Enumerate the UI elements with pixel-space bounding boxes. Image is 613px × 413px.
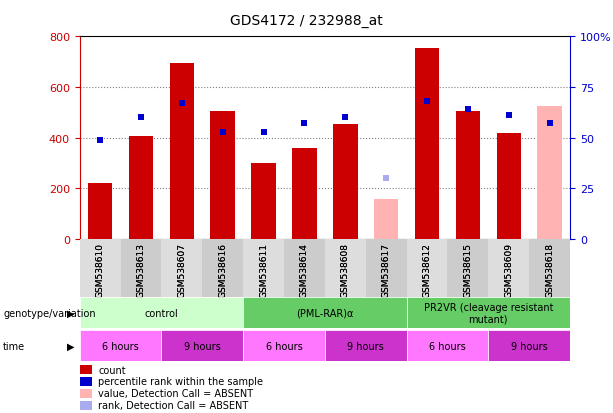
Text: GSM538607: GSM538607 [177, 242, 186, 297]
Text: 9 hours: 9 hours [184, 341, 221, 351]
Bar [243, 297, 406, 328]
Text: rank, Detection Call = ABSENT: rank, Detection Call = ABSENT [98, 400, 249, 410]
Bar [170, 64, 194, 240]
Text: (PML-RAR)α: (PML-RAR)α [296, 308, 354, 318]
Bar [415, 49, 440, 240]
Bar [202, 240, 243, 297]
Text: GDS4172 / 232988_at: GDS4172 / 232988_at [230, 14, 383, 28]
Bar [161, 330, 243, 361]
Text: 9 hours: 9 hours [511, 341, 547, 351]
Bar [333, 124, 357, 240]
Bar [243, 330, 325, 361]
Text: time: time [3, 341, 25, 351]
Bar [366, 240, 406, 297]
Text: GSM538618: GSM538618 [545, 242, 554, 297]
Bar [406, 240, 447, 297]
Bar [80, 401, 92, 410]
Text: GSM538613: GSM538613 [137, 242, 145, 297]
Bar [284, 240, 325, 297]
Bar [529, 240, 570, 297]
Bar [80, 389, 92, 398]
Text: GSM538610: GSM538610 [96, 242, 105, 297]
Text: GSM538614: GSM538614 [300, 242, 309, 297]
Bar [406, 297, 570, 328]
Bar [251, 164, 276, 240]
Bar [447, 240, 489, 297]
Bar [489, 240, 529, 297]
Bar [80, 366, 92, 374]
Text: 6 hours: 6 hours [102, 341, 139, 351]
Text: ▶: ▶ [67, 308, 74, 318]
Text: 6 hours: 6 hours [265, 341, 302, 351]
Bar [121, 240, 161, 297]
Bar [80, 297, 243, 328]
Bar [243, 240, 284, 297]
Text: control: control [145, 308, 178, 318]
Text: GSM538612: GSM538612 [422, 242, 432, 297]
Text: GSM538615: GSM538615 [463, 242, 473, 297]
Text: count: count [98, 365, 126, 375]
Text: genotype/variation: genotype/variation [3, 308, 96, 318]
Bar [210, 112, 235, 240]
Bar [80, 330, 161, 361]
Text: GSM538610: GSM538610 [96, 242, 105, 297]
Bar [129, 137, 153, 240]
Text: GSM538615: GSM538615 [463, 242, 473, 297]
Bar [325, 240, 366, 297]
Text: 9 hours: 9 hours [348, 341, 384, 351]
Text: ▶: ▶ [67, 341, 74, 351]
Text: GSM538607: GSM538607 [177, 242, 186, 297]
Text: GSM538612: GSM538612 [422, 242, 432, 297]
Bar [538, 107, 562, 240]
Text: value, Detection Call = ABSENT: value, Detection Call = ABSENT [98, 388, 253, 399]
Bar [325, 330, 406, 361]
Bar [497, 133, 521, 240]
Text: GSM538617: GSM538617 [382, 242, 390, 297]
Text: GSM538613: GSM538613 [137, 242, 145, 297]
Bar [80, 240, 121, 297]
Bar [161, 240, 202, 297]
Bar [406, 330, 489, 361]
Bar [292, 148, 317, 240]
Text: GSM538608: GSM538608 [341, 242, 350, 297]
Text: GSM538609: GSM538609 [504, 242, 513, 297]
Text: GSM538608: GSM538608 [341, 242, 350, 297]
Bar [489, 330, 570, 361]
Text: GSM538611: GSM538611 [259, 242, 268, 297]
Text: GSM538609: GSM538609 [504, 242, 513, 297]
Bar [455, 112, 480, 240]
Text: GSM538611: GSM538611 [259, 242, 268, 297]
Text: GSM538616: GSM538616 [218, 242, 227, 297]
Bar [88, 184, 112, 240]
Text: GSM538614: GSM538614 [300, 242, 309, 297]
Text: GSM538616: GSM538616 [218, 242, 227, 297]
Bar [80, 377, 92, 386]
Text: GSM538618: GSM538618 [545, 242, 554, 297]
Text: percentile rank within the sample: percentile rank within the sample [98, 377, 264, 387]
Bar [374, 199, 398, 240]
Text: GSM538617: GSM538617 [382, 242, 390, 297]
Text: PR2VR (cleavage resistant
mutant): PR2VR (cleavage resistant mutant) [424, 302, 553, 324]
Text: 6 hours: 6 hours [429, 341, 466, 351]
